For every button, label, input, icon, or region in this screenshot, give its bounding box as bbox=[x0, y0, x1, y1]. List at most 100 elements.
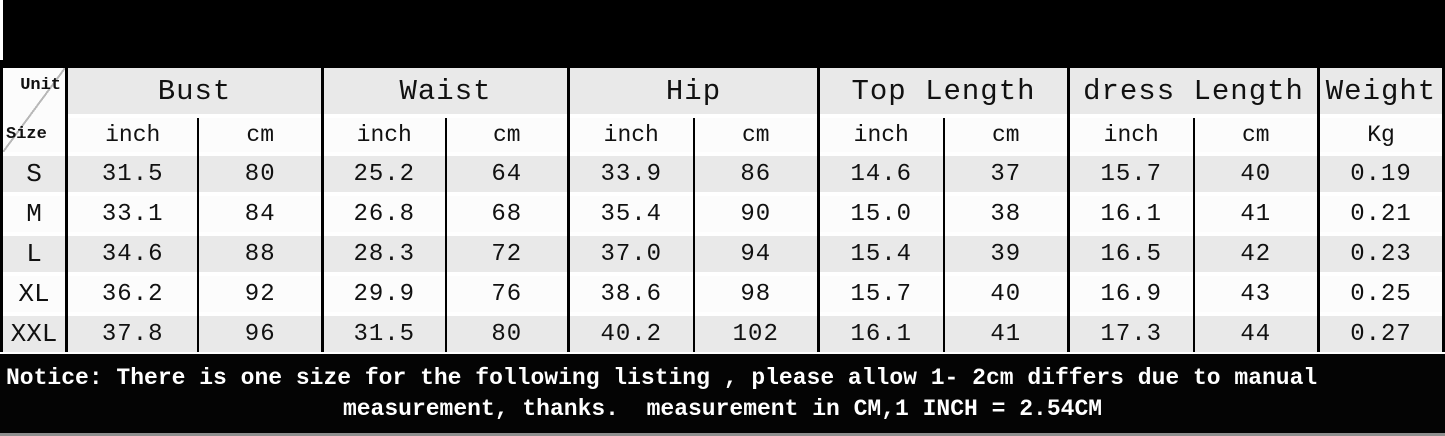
cell-xxl-dress-length-inch: 17.3 bbox=[1070, 316, 1193, 352]
subheader-top-length-cm: cm bbox=[944, 118, 1067, 152]
subheader-dress-length-cm: cm bbox=[1194, 118, 1317, 152]
column-group-weight: Weight Kg 0.19 0.21 0.23 0.25 0.27 bbox=[1317, 68, 1442, 352]
subcol-waist-cm: cm 64 68 72 76 80 bbox=[444, 118, 567, 352]
cell-s-waist-inch: 25.2 bbox=[324, 156, 445, 192]
cell-xl-hip-inch: 38.6 bbox=[570, 276, 693, 312]
subheader-hip-cm: cm bbox=[694, 118, 817, 152]
top-black-bar bbox=[0, 0, 1445, 68]
cell-m-hip-cm: 90 bbox=[694, 196, 817, 232]
cell-xxl-waist-cm: 80 bbox=[446, 316, 567, 352]
cell-l-hip-inch: 37.0 bbox=[570, 236, 693, 272]
column-group-hip: Hip inch 33.9 35.4 37.0 38.6 40.2 cm 86 90 94 98 102 bbox=[567, 68, 817, 352]
row-size-label-xxl: XXL bbox=[3, 316, 65, 352]
subcol-bust-inch: inch 31.5 33.1 34.6 36.2 37.8 bbox=[68, 118, 198, 352]
cell-m-bust-inch: 33.1 bbox=[68, 196, 198, 232]
cell-xl-bust-inch: 36.2 bbox=[68, 276, 198, 312]
group-header-dress-length: dress Length bbox=[1070, 68, 1317, 114]
subcol-waist-inch: inch 25.2 26.8 28.3 29.9 31.5 bbox=[324, 118, 445, 352]
notice-bar: Notice: There is one size for the follow… bbox=[0, 354, 1445, 433]
cell-s-bust-cm: 80 bbox=[199, 156, 321, 192]
cell-l-weight-kg: 0.23 bbox=[1320, 236, 1442, 272]
cell-xl-waist-inch: 29.9 bbox=[324, 276, 445, 312]
subheader-top-length-inch: inch bbox=[820, 118, 943, 152]
group-header-top-length: Top Length bbox=[820, 68, 1067, 114]
cell-l-top-length-inch: 15.4 bbox=[820, 236, 943, 272]
group-header-bust: Bust bbox=[68, 68, 321, 114]
cell-xxl-bust-cm: 96 bbox=[199, 316, 321, 352]
subrow-top-length: inch 14.6 15.0 15.4 15.7 16.1 cm 37 38 39 40 41 bbox=[820, 118, 1067, 352]
cell-m-dress-length-cm: 41 bbox=[1194, 196, 1317, 232]
bottom-gray-strip bbox=[0, 433, 1445, 436]
cell-xl-dress-length-inch: 16.9 bbox=[1070, 276, 1193, 312]
subrow-bust: inch 31.5 33.1 34.6 36.2 37.8 cm 80 84 88 92 96 bbox=[68, 118, 321, 352]
cell-s-top-length-cm: 37 bbox=[944, 156, 1067, 192]
subheader-waist-cm: cm bbox=[446, 118, 567, 152]
cell-xl-waist-cm: 76 bbox=[446, 276, 567, 312]
top-left-notch bbox=[0, 0, 3, 60]
cell-xxl-top-length-cm: 41 bbox=[944, 316, 1067, 352]
column-group-top-length: Top Length inch 14.6 15.0 15.4 15.7 16.1 cm 37 38… bbox=[817, 68, 1067, 352]
cell-s-hip-cm: 86 bbox=[694, 156, 817, 192]
cell-xxl-top-length-inch: 16.1 bbox=[820, 316, 943, 352]
subcol-bust-cm: cm 80 84 88 92 96 bbox=[197, 118, 321, 352]
cell-xl-top-length-inch: 15.7 bbox=[820, 276, 943, 312]
subrow-hip: inch 33.9 35.4 37.0 38.6 40.2 cm 86 90 94 98 102 bbox=[570, 118, 817, 352]
subcol-dress-length-cm: cm 40 41 42 43 44 bbox=[1192, 118, 1317, 352]
cell-m-top-length-cm: 38 bbox=[944, 196, 1067, 232]
cell-s-top-length-inch: 14.6 bbox=[820, 156, 943, 192]
cell-l-bust-cm: 88 bbox=[199, 236, 321, 272]
subrow-waist: inch 25.2 26.8 28.3 29.9 31.5 cm 64 68 72 76 80 bbox=[324, 118, 567, 352]
row-size-label-l: L bbox=[3, 236, 65, 272]
column-group-waist: Waist inch 25.2 26.8 28.3 29.9 31.5 cm 64 68 72 76 8… bbox=[321, 68, 567, 352]
row-size-label-s: S bbox=[3, 156, 65, 192]
corner-size-label: Size bbox=[6, 125, 47, 144]
subheader-dress-length-inch: inch bbox=[1070, 118, 1193, 152]
subheader-weight-kg: Kg bbox=[1320, 118, 1442, 152]
cell-m-dress-length-inch: 16.1 bbox=[1070, 196, 1193, 232]
cell-s-hip-inch: 33.9 bbox=[570, 156, 693, 192]
notice-line-2: measurement, thanks. measurement in CM,1… bbox=[342, 395, 1103, 422]
cell-s-bust-inch: 31.5 bbox=[68, 156, 198, 192]
cell-xl-dress-length-cm: 43 bbox=[1194, 276, 1317, 312]
cell-l-dress-length-inch: 16.5 bbox=[1070, 236, 1193, 272]
subheader-bust-cm: cm bbox=[199, 118, 321, 152]
cell-m-bust-cm: 84 bbox=[199, 196, 321, 232]
corner-cell-unit-size: Unit Size bbox=[3, 68, 65, 152]
cell-xxl-waist-inch: 31.5 bbox=[324, 316, 445, 352]
row-size-label-m: M bbox=[3, 196, 65, 232]
cell-s-waist-cm: 64 bbox=[446, 156, 567, 192]
group-header-weight: Weight bbox=[1320, 68, 1442, 114]
subheader-bust-inch: inch bbox=[68, 118, 198, 152]
cell-xxl-dress-length-cm: 44 bbox=[1194, 316, 1317, 352]
cell-m-weight-kg: 0.21 bbox=[1320, 196, 1442, 232]
cell-s-dress-length-inch: 15.7 bbox=[1070, 156, 1193, 192]
subcol-dress-length-inch: inch 15.7 16.1 16.5 16.9 17.3 bbox=[1070, 118, 1193, 352]
subrow-dress-length: inch 15.7 16.1 16.5 16.9 17.3 cm 40 41 42 43 44 bbox=[1070, 118, 1317, 352]
subcol-hip-cm: cm 86 90 94 98 102 bbox=[692, 118, 817, 352]
row-size-label-xl: XL bbox=[3, 276, 65, 312]
corner-unit-label: Unit bbox=[20, 76, 61, 95]
cell-l-hip-cm: 94 bbox=[694, 236, 817, 272]
cell-m-waist-cm: 68 bbox=[446, 196, 567, 232]
cell-xxl-bust-inch: 37.8 bbox=[68, 316, 198, 352]
cell-xl-bust-cm: 92 bbox=[199, 276, 321, 312]
subcol-top-length-cm: cm 37 38 39 40 41 bbox=[942, 118, 1067, 352]
column-group-size: Unit Size S M L XL XXL bbox=[3, 68, 65, 352]
cell-l-bust-inch: 34.6 bbox=[68, 236, 198, 272]
cell-xl-weight-kg: 0.25 bbox=[1320, 276, 1442, 312]
column-group-dress-length: dress Length inch 15.7 16.1 16.5 16.9 17.3 cm 40… bbox=[1067, 68, 1317, 352]
group-header-waist: Waist bbox=[324, 68, 567, 114]
table-bottom-gap bbox=[0, 352, 1445, 354]
cell-l-dress-length-cm: 42 bbox=[1194, 236, 1317, 272]
cell-s-dress-length-cm: 40 bbox=[1194, 156, 1317, 192]
cell-xxl-hip-inch: 40.2 bbox=[570, 316, 693, 352]
size-table: Unit Size S M L XL XXL Bust inch 31.5 33.1 34.6 3… bbox=[0, 68, 1445, 352]
cell-l-waist-inch: 28.3 bbox=[324, 236, 445, 272]
group-header-hip: Hip bbox=[570, 68, 817, 114]
subcol-top-length-inch: inch 14.6 15.0 15.4 15.7 16.1 bbox=[820, 118, 943, 352]
notice-line-1: Notice: There is one size for the follow… bbox=[6, 364, 1318, 391]
cell-xxl-weight-kg: 0.27 bbox=[1320, 316, 1442, 352]
cell-l-top-length-cm: 39 bbox=[944, 236, 1067, 272]
cell-xl-hip-cm: 98 bbox=[694, 276, 817, 312]
